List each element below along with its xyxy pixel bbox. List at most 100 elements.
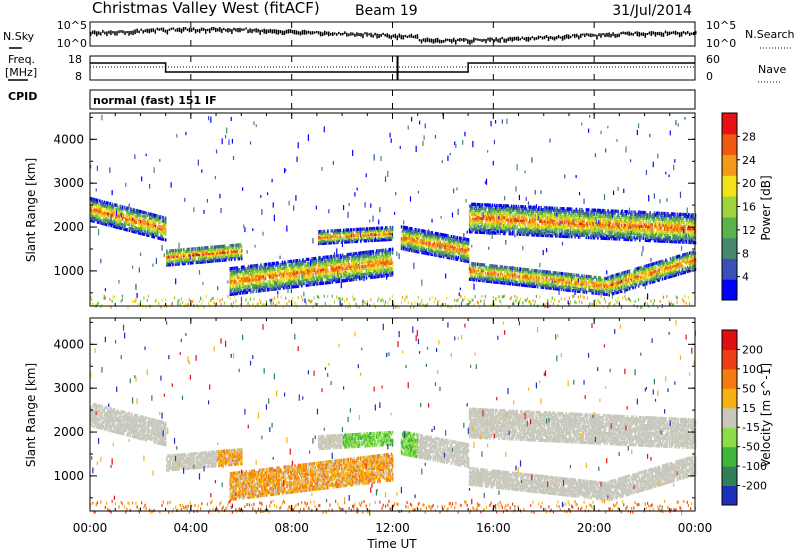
heatmap-cell xyxy=(327,263,329,267)
heatmap-cell xyxy=(247,284,250,288)
heatmap-cell xyxy=(456,239,459,244)
heatmap-cell xyxy=(391,249,394,253)
heatmap-cell xyxy=(272,261,275,266)
heatmap-cell xyxy=(215,259,218,263)
heatmap-cell xyxy=(327,275,329,279)
heatmap-cell xyxy=(96,200,99,205)
heatmap-cell xyxy=(287,283,289,288)
heatmap-cell xyxy=(319,268,321,272)
heatmap-cell xyxy=(482,279,485,283)
heatmap-cell xyxy=(325,267,328,271)
heatmap-cell xyxy=(103,216,106,220)
heatmap-cell xyxy=(254,285,257,290)
heatmap-cell xyxy=(114,221,117,225)
heatmap-cell xyxy=(198,246,201,251)
heatmap-cell xyxy=(318,272,320,276)
heatmap-cell xyxy=(476,212,479,217)
heatmap-cell xyxy=(155,231,158,236)
nsky-point xyxy=(374,32,376,36)
heatmap-cell xyxy=(337,230,339,235)
heatmap-cell xyxy=(122,215,125,219)
heatmap-cell xyxy=(364,250,367,255)
heatmap-cell xyxy=(91,205,93,209)
heatmap-cell xyxy=(425,249,428,254)
nsky-point xyxy=(517,36,520,41)
heatmap-cell xyxy=(467,238,470,242)
heatmap-cell xyxy=(259,285,261,289)
heatmap-cell xyxy=(353,271,355,276)
heatmap-cell xyxy=(130,215,133,219)
heatmap-cell xyxy=(463,251,465,255)
heatmap-cell xyxy=(198,256,201,260)
noise-cell xyxy=(244,227,246,233)
ground-cell xyxy=(467,298,469,302)
ground-cell xyxy=(286,302,288,306)
nsky-point xyxy=(410,33,413,38)
heatmap-cell xyxy=(99,213,101,217)
heatmap-cell xyxy=(431,252,434,257)
heatmap-cell xyxy=(246,286,249,291)
heatmap-cell xyxy=(450,244,453,249)
heatmap-cell xyxy=(498,225,500,229)
heatmap-cell xyxy=(338,265,341,270)
heatmap-cell xyxy=(463,249,465,253)
heatmap-cell xyxy=(293,259,295,263)
heatmap-cell xyxy=(263,272,266,277)
heatmap-cell xyxy=(389,235,392,240)
heatmap-cell xyxy=(91,217,93,221)
nsky-point xyxy=(227,28,229,33)
ground-cell xyxy=(527,300,530,304)
heatmap-cell xyxy=(215,249,218,253)
heatmap-cell xyxy=(92,203,94,207)
heatmap-cell xyxy=(454,241,456,245)
heatmap-cell xyxy=(359,227,362,231)
heatmap-cell xyxy=(270,264,272,268)
heatmap-cell xyxy=(313,256,316,261)
heatmap-cell xyxy=(187,247,190,252)
heatmap-cell xyxy=(239,275,242,280)
heatmap-cell xyxy=(121,207,124,211)
heatmap-cell xyxy=(217,251,219,255)
heatmap-cell xyxy=(176,254,178,258)
nsky-point xyxy=(529,37,532,41)
heatmap-cell xyxy=(344,232,346,236)
heatmap-cell xyxy=(249,284,252,288)
heatmap-cell xyxy=(372,265,375,269)
heatmap-cell xyxy=(296,266,299,271)
heatmap-cell xyxy=(477,206,480,211)
heatmap-cell xyxy=(303,275,305,280)
heatmap-cell xyxy=(291,275,294,279)
heatmap-cell xyxy=(118,226,120,230)
nsky-point xyxy=(515,36,518,41)
heatmap-cell xyxy=(254,268,257,272)
heatmap-cell xyxy=(177,262,179,266)
nsky-point xyxy=(416,34,419,39)
heatmap-cell xyxy=(234,251,236,255)
heatmap-cell xyxy=(482,269,485,273)
noise-cell xyxy=(379,207,381,213)
heatmap-cell xyxy=(474,216,477,220)
nsky-point xyxy=(321,32,324,37)
noise-cell xyxy=(230,116,232,122)
heatmap-cell xyxy=(378,257,380,261)
heatmap-cell xyxy=(245,275,248,279)
heatmap-cell xyxy=(95,198,98,202)
heatmap-cell xyxy=(210,253,212,257)
heatmap-cell xyxy=(273,281,276,285)
heatmap-cell xyxy=(492,207,495,211)
heatmap-cell xyxy=(447,238,449,242)
heatmap-cell xyxy=(371,255,373,260)
heatmap-cell xyxy=(484,209,487,213)
heatmap-cell xyxy=(126,228,128,232)
heatmap-cell xyxy=(381,248,384,253)
noise-cell xyxy=(296,156,298,162)
heatmap-cell xyxy=(498,219,500,224)
heatmap-cell xyxy=(430,234,432,239)
heatmap-cell xyxy=(370,228,372,233)
heatmap-cell xyxy=(263,276,266,281)
heatmap-cell xyxy=(476,202,479,207)
heatmap-cell xyxy=(454,247,456,251)
heatmap-cell xyxy=(383,228,386,232)
heatmap-cell xyxy=(409,236,412,241)
heatmap-cell xyxy=(383,270,386,274)
